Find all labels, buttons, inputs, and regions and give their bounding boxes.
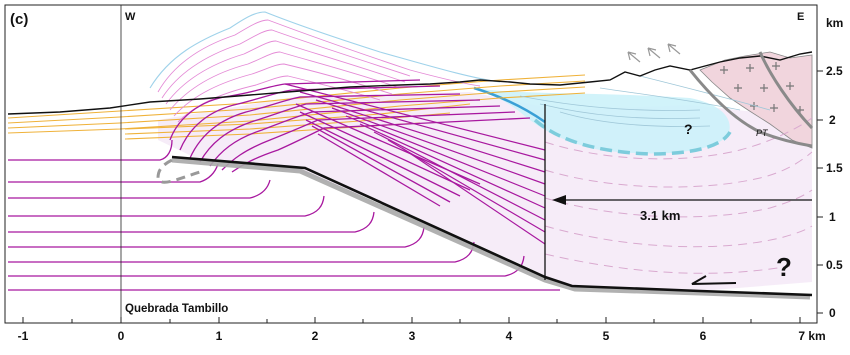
x-tick-label: 4 xyxy=(506,329,513,343)
y-tick-label: 0.5 xyxy=(826,258,843,272)
eroded-strata xyxy=(157,19,481,123)
basement-cross-marks xyxy=(720,62,804,114)
topographic-surface xyxy=(7,51,813,115)
east-label: E xyxy=(797,11,804,23)
x-tick-labels: -1 0 1 2 3 4 5 6 7 km xyxy=(18,329,826,343)
x-tick-label: 1 xyxy=(216,329,223,343)
upper-thin-strata xyxy=(519,75,771,127)
y-tick-label: 2.5 xyxy=(826,64,843,78)
fault-shadow xyxy=(171,157,811,300)
y-axis-unit: km xyxy=(826,16,843,30)
x-tick-label: 0 xyxy=(118,329,125,343)
basin-base-dashed xyxy=(533,118,732,156)
location-label: Quebrada Tambillo xyxy=(125,303,228,315)
west-label: W xyxy=(125,11,136,23)
y-tick-label: 1 xyxy=(829,210,836,224)
projected-strata-dashed xyxy=(544,117,813,274)
early-eroded-envelope xyxy=(149,11,501,89)
y-tick-label: 0 xyxy=(829,306,836,320)
shortening-label: 3.1 km xyxy=(640,208,680,223)
eastern-faults xyxy=(688,51,814,148)
x-tick-label: -1 xyxy=(18,329,29,343)
unknown-mark-depth: ? xyxy=(776,252,792,282)
y-axis xyxy=(817,70,823,314)
fault-label-pt: PT xyxy=(756,128,769,138)
x-tick-label: 3 xyxy=(409,329,416,343)
y-tick-labels: 2.5 2 1.5 1 0.5 0 xyxy=(826,64,843,320)
slip-direction-arrow xyxy=(691,275,737,285)
basement-block xyxy=(699,51,813,149)
eastern-fault-arrows xyxy=(627,43,681,63)
y-tick-label: 2 xyxy=(829,113,836,127)
shortening-arrowhead xyxy=(552,195,566,205)
x-tick-label: 6 xyxy=(700,329,707,343)
y-tick-label: 1.5 xyxy=(826,161,843,175)
main-thrust-fault xyxy=(171,155,813,297)
x-axis xyxy=(22,317,801,323)
unknown-mark-basin: ? xyxy=(684,121,693,137)
panel-label: (c) xyxy=(10,11,28,28)
x-tick-label: 2 xyxy=(312,329,319,343)
ramp-limb-strata xyxy=(284,83,546,245)
basin-bright-rim xyxy=(473,86,546,124)
x-tick-label: 5 xyxy=(603,329,610,343)
x-tick-label: 7 km xyxy=(798,329,825,343)
fault-tip-dashed xyxy=(156,158,201,184)
